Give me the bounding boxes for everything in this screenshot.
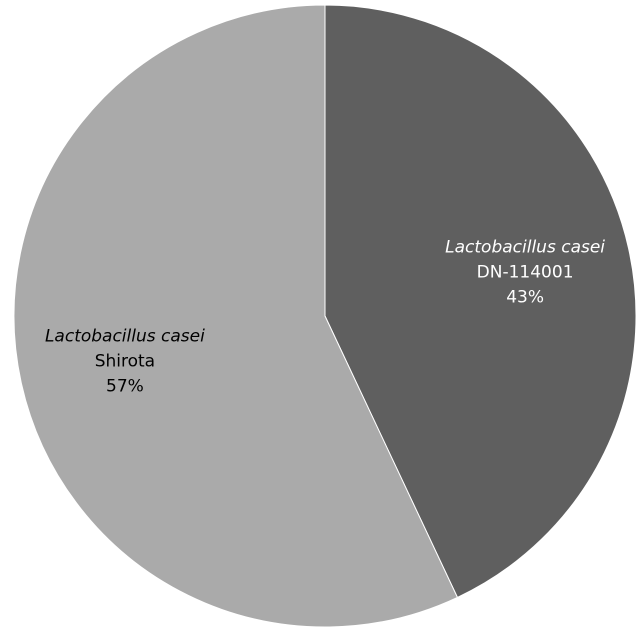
pie-slices: [13, 4, 637, 628]
slice-label-species-1: Lactobacillus casei: [45, 327, 205, 347]
slice-label-species-0: Lactobacillus casei: [445, 237, 605, 257]
slice-label-percent-1: 57%: [106, 377, 144, 397]
slice-label-strain-1: Shirota: [95, 352, 155, 372]
slice-label-strain-0: DN-114001: [477, 262, 574, 282]
pie-slice-0: [324, 4, 637, 599]
pie-labels: Lactobacillus casei DN-114001 43% Lactobaci…: [45, 237, 605, 396]
pie-slice-1: [13, 4, 459, 628]
slice-label-percent-0: 43%: [506, 287, 544, 307]
